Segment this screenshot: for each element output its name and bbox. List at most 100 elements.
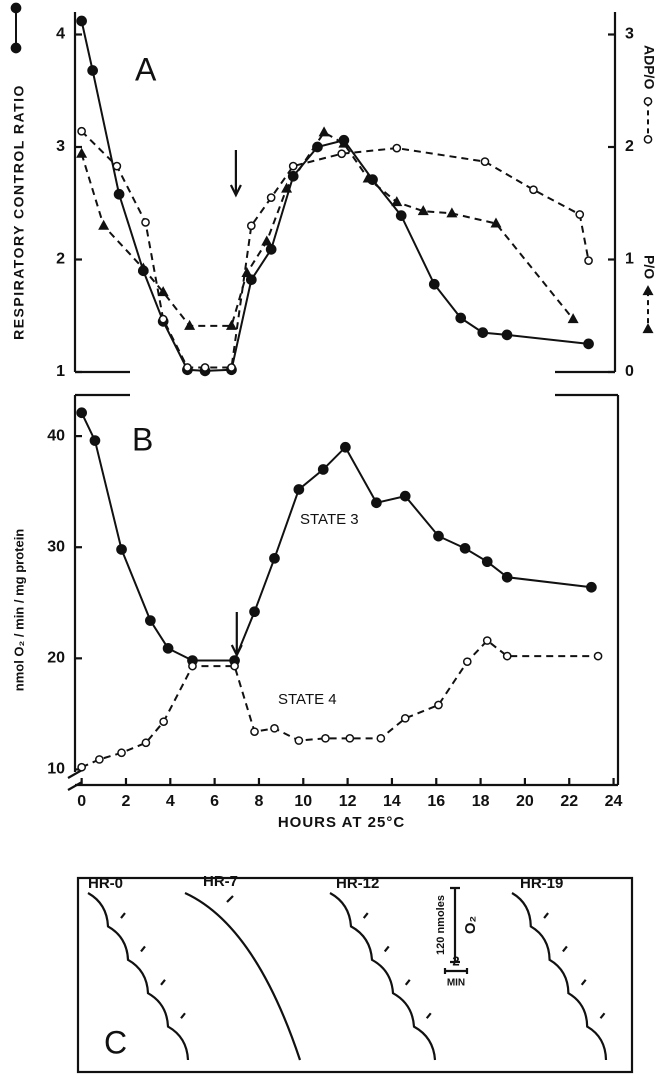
- marker: [477, 327, 489, 338]
- marker: [241, 267, 253, 277]
- x-tick-label: 16: [427, 793, 445, 810]
- x-axis-label: HOURS AT 25°C: [278, 814, 405, 831]
- marker: [318, 126, 330, 137]
- annotation: STATE 3: [300, 511, 359, 528]
- marker: [434, 700, 443, 710]
- marker: [250, 727, 259, 737]
- marker: [501, 571, 513, 583]
- marker: [345, 733, 355, 743]
- x-tick-label: 2: [122, 793, 131, 810]
- trace-mark: [425, 1012, 432, 1019]
- marker: [586, 581, 597, 593]
- marker: [265, 244, 277, 255]
- marker: [249, 606, 260, 618]
- marker: [293, 484, 305, 495]
- axis-break: [67, 769, 83, 779]
- y2-tick-label: 2: [625, 138, 634, 155]
- scale-amount: 120 nmoles: [435, 895, 447, 955]
- marker: [270, 723, 279, 733]
- scale-time: 2: [452, 953, 459, 968]
- legend-symbol: [642, 285, 654, 296]
- marker: [480, 157, 490, 166]
- marker: [433, 530, 444, 542]
- x-tick-label: 0: [77, 793, 86, 810]
- marker: [455, 312, 467, 324]
- marker: [391, 196, 403, 207]
- trace-mark: [404, 979, 411, 986]
- trace-mark: [383, 945, 390, 953]
- marker: [157, 286, 169, 297]
- trace: [511, 892, 608, 1061]
- marker: [227, 363, 236, 372]
- marker: [188, 661, 197, 671]
- marker: [113, 188, 125, 200]
- marker: [490, 217, 502, 228]
- y-tick-label: 30: [47, 538, 65, 555]
- marker: [77, 762, 86, 772]
- y-tick-label: 2: [56, 251, 65, 268]
- series-line: [81, 639, 599, 769]
- scale-unit: MIN: [447, 978, 465, 989]
- marker: [159, 717, 169, 727]
- trace-label: HR-19: [520, 875, 563, 892]
- marker: [584, 256, 593, 265]
- series-line: [80, 20, 589, 372]
- axis-break: [67, 781, 83, 791]
- marker: [376, 733, 386, 743]
- y-tick-label: 4: [56, 26, 65, 43]
- x-tick-label: 6: [210, 793, 219, 810]
- marker: [141, 218, 150, 227]
- trace-mark: [562, 945, 568, 953]
- marker: [89, 435, 101, 446]
- trace-label: HR-0: [88, 875, 123, 892]
- marker: [337, 149, 347, 159]
- marker: [321, 733, 330, 743]
- x-tick-label: 18: [472, 793, 490, 810]
- legend-symbol: [10, 42, 22, 54]
- series-line: [80, 131, 574, 327]
- marker: [501, 329, 513, 341]
- panel-label: B: [132, 421, 153, 457]
- trace-mark: [362, 912, 369, 919]
- marker: [112, 161, 122, 171]
- marker: [529, 185, 538, 195]
- marker: [317, 464, 329, 475]
- marker: [567, 313, 579, 324]
- series-line: [80, 130, 590, 369]
- marker: [462, 657, 472, 667]
- marker: [141, 738, 151, 748]
- x-tick-label: 22: [560, 793, 578, 810]
- y-axis-label: RESPIRATORY CONTROL RATIO: [11, 84, 27, 340]
- marker: [246, 221, 256, 231]
- x-tick-label: 14: [383, 793, 401, 810]
- x-tick-label: 24: [605, 793, 623, 810]
- trace-label: HR-7: [203, 873, 238, 890]
- y-axis-label: nmol O₂ / min / mg protein: [11, 529, 26, 692]
- trace-mark: [226, 895, 234, 903]
- marker: [399, 490, 411, 502]
- marker: [294, 736, 304, 745]
- marker: [76, 15, 87, 27]
- marker: [340, 441, 351, 453]
- marker: [200, 363, 210, 372]
- panel-c: HR-0 HR-7 HR-12 HR-19 120 nmoles O₂ 2 MI…: [88, 873, 563, 1060]
- trace-mark: [120, 912, 126, 919]
- marker: [269, 552, 280, 564]
- marker: [446, 207, 458, 218]
- marker: [76, 407, 87, 419]
- series-line: [80, 412, 592, 662]
- legend-symbol: [643, 96, 653, 106]
- trace: [87, 892, 190, 1061]
- marker: [371, 497, 382, 509]
- marker: [338, 137, 350, 148]
- marker: [76, 147, 88, 158]
- scale-species: O₂: [462, 916, 479, 934]
- marker: [502, 651, 512, 661]
- legend-symbol: [642, 323, 654, 334]
- marker: [98, 219, 110, 230]
- marker: [482, 636, 492, 645]
- marker: [116, 544, 127, 555]
- marker: [392, 143, 402, 153]
- marker: [77, 126, 86, 136]
